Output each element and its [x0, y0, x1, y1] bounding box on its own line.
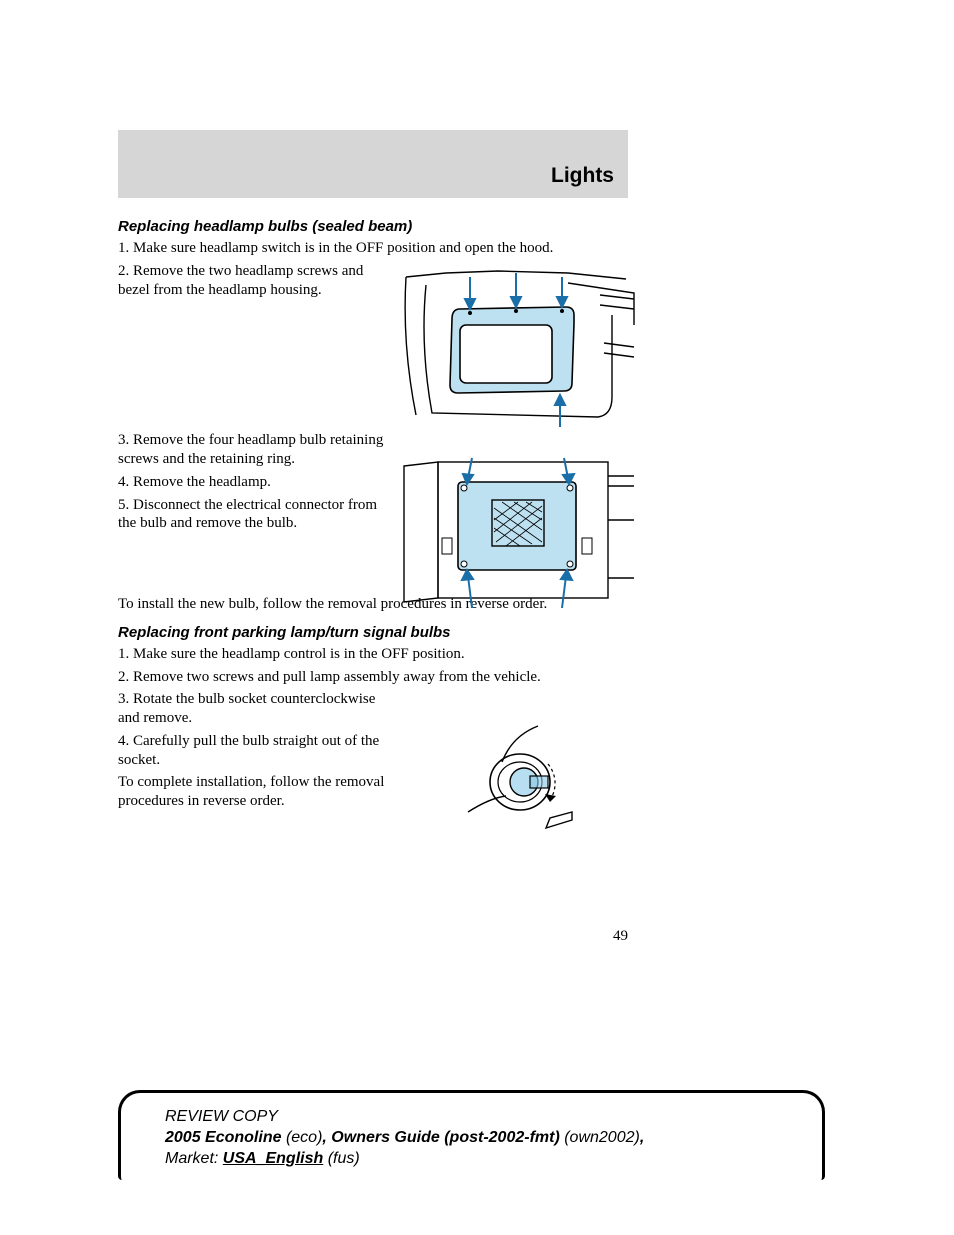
- footer-market: USA_English: [223, 1150, 323, 1167]
- section-header-band: Lights: [118, 130, 628, 198]
- subhead-sealed-beam: Replacing headlamp bulbs (sealed beam): [118, 218, 628, 235]
- step-1-4: 4. Remove the headlamp.: [118, 473, 388, 492]
- footer-vehicle: 2005 Econoline: [165, 1129, 282, 1146]
- footer-line-2: 2005 Econoline (eco), Owners Guide (post…: [165, 1128, 822, 1149]
- footer-guide-code: (own2002): [560, 1129, 640, 1146]
- footer-market-code: (fus): [323, 1150, 359, 1167]
- step-1-3: 3. Remove the four headlamp bulb retaini…: [118, 431, 388, 469]
- footer-comma: ,: [640, 1129, 644, 1146]
- footer-vehicle-code: (eco): [282, 1129, 323, 1146]
- figure-headlamp-bezel: [398, 265, 638, 435]
- step-2-3: 3. Rotate the bulb socket counterclockwi…: [118, 690, 388, 728]
- page-number: 49: [118, 928, 628, 945]
- footer-review-box: REVIEW COPY 2005 Econoline (eco), Owners…: [118, 1090, 825, 1180]
- footer-line-3: Market: USA_English (fus): [165, 1149, 822, 1170]
- step-2-2: 2. Remove two screws and pull lamp assem…: [118, 668, 628, 687]
- step-1-1: 1. Make sure headlamp switch is in the O…: [118, 239, 628, 258]
- footer-line-1: REVIEW COPY: [165, 1107, 822, 1128]
- step-2-4: 4. Carefully pull the bulb straight out …: [118, 732, 388, 770]
- section-title: Lights: [551, 164, 614, 188]
- closing-2: To complete installation, follow the rem…: [118, 773, 388, 811]
- figure-bulb-socket: [460, 720, 580, 838]
- step-2-1: 1. Make sure the headlamp control is in …: [118, 645, 628, 664]
- subhead-parking-lamp: Replacing front parking lamp/turn signal…: [118, 624, 628, 641]
- footer-market-label: Market:: [165, 1150, 223, 1167]
- figure-headlamp-retaining-ring: [398, 448, 638, 616]
- step-1-5: 5. Disconnect the electrical connector f…: [118, 496, 388, 534]
- footer-guide: , Owners Guide (post-2002-fmt): [322, 1129, 559, 1146]
- step-1-2: 2. Remove the two headlamp screws and be…: [118, 262, 388, 300]
